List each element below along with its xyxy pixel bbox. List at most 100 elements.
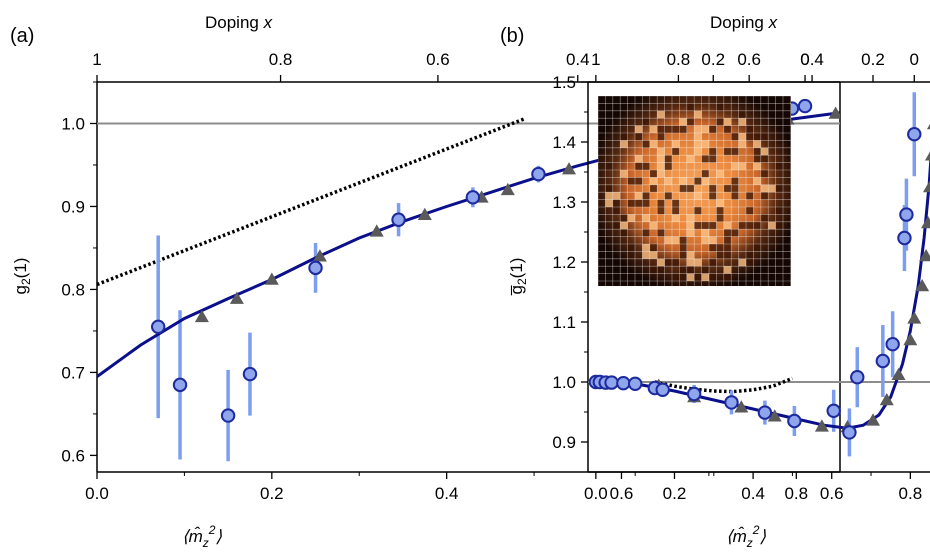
- panel-label-a: (a): [10, 25, 34, 47]
- inset-bright-cell: [672, 214, 680, 222]
- inset-dark-cell: [746, 258, 754, 267]
- panel-label-b: (b): [500, 25, 524, 47]
- y-tick-label-a: 0.7: [61, 363, 85, 382]
- inset-pattern: [598, 96, 791, 286]
- x-tick-label-b: 0.2: [663, 484, 687, 503]
- inset-dark-cell: [620, 214, 628, 222]
- inset-bright-cell: [649, 177, 658, 185]
- theory-triangle-a: [417, 207, 432, 221]
- inset-dark-cell: [627, 251, 635, 259]
- inset-dark-cell: [627, 244, 635, 252]
- x-tick-label-a: 0.0: [85, 484, 109, 503]
- inset-dark-cell: [746, 125, 754, 133]
- top-tick-label-b: 0.2: [861, 50, 885, 69]
- inset-bright-cell: [709, 236, 717, 244]
- inset-dark-cell: [701, 155, 709, 163]
- inset-bright-cell: [723, 221, 732, 230]
- x-tick-label-b: 0.8: [899, 484, 923, 503]
- inset-bright-cell: [664, 236, 672, 244]
- data-point-b: [899, 207, 914, 222]
- x-tick-label-b: 0.4: [741, 484, 765, 503]
- panel-a: (a) Doping x g2(1) ⟨m̂z2⟩ 0.0 0.2 0.4 0.6 0.…: [10, 13, 841, 550]
- inset-dark-cell: [709, 273, 717, 281]
- inset-dark-cell: [642, 162, 650, 170]
- inset-bright-cell: [672, 140, 680, 148]
- inset-dark-cell: [642, 118, 650, 126]
- inset-dark-cell: [627, 199, 635, 207]
- inset-dark-cell: [753, 221, 761, 230]
- theory-triangle-a: [828, 106, 840, 119]
- inset-dark-cell: [716, 103, 724, 111]
- x-tick-label-a: 0.4: [435, 484, 459, 503]
- inset-bright-cell: [686, 229, 695, 237]
- inset-dark-cell: [649, 244, 658, 252]
- inset-dark-cell: [731, 229, 739, 237]
- inset-dark-cell: [738, 110, 746, 119]
- data-point-b: [787, 413, 802, 429]
- inset-bright-cell: [635, 125, 643, 133]
- inset-bright-cell: [657, 162, 665, 170]
- inset-bright-cell: [649, 140, 658, 148]
- inset-bright-cell: [657, 147, 665, 156]
- inset-dark-cell: [746, 192, 754, 200]
- inset-bright-cell: [605, 199, 613, 207]
- inset-dark-cell: [686, 266, 695, 274]
- inset-bright-cell: [768, 184, 776, 193]
- inset-dark-cell: [642, 192, 650, 200]
- inset-dark-cell: [649, 266, 658, 274]
- inset-dark-cell: [672, 207, 680, 215]
- y-tick-label-b: 1.4: [552, 133, 576, 152]
- inset-dark-cell: [635, 177, 643, 185]
- inset-dark-cell: [731, 147, 739, 156]
- inset-dark-cell: [679, 184, 687, 193]
- inset-bright-cell: [753, 162, 761, 170]
- data-point-b: [885, 337, 900, 352]
- inset-dark-cell: [701, 221, 709, 230]
- inset-dark-cell: [746, 221, 754, 230]
- inset-dark-cell: [657, 229, 665, 237]
- inset-bright-cell: [701, 229, 709, 237]
- inset-bright-cell: [738, 118, 746, 126]
- inset-dark-cell: [760, 155, 769, 163]
- inset-dark-cell: [664, 155, 672, 163]
- data-point-b: [655, 382, 670, 397]
- inset-dark-cell: [760, 214, 769, 222]
- dotted-guide-b: [654, 376, 794, 394]
- data-point-b: [604, 375, 619, 390]
- inset-bright-cell: [642, 214, 650, 222]
- inset-bright-cell: [635, 192, 643, 200]
- inset-dark-cell: [709, 244, 717, 252]
- y-tick-label-b: 1.2: [552, 253, 576, 272]
- inset-dark-cell: [657, 266, 665, 274]
- inset-dark-cell: [635, 162, 643, 170]
- inset-dark-cell: [723, 273, 732, 281]
- data-point-a: [391, 212, 406, 227]
- inset-dark-cell: [731, 192, 739, 200]
- inset-dark-cell: [679, 236, 687, 244]
- inset-dark-cell: [672, 258, 680, 267]
- inset-dark-cell: [731, 133, 739, 141]
- data-point-b: [875, 353, 891, 369]
- panel-b: (b) Doping x g̅2(1) ⟨m̂z2⟩ 0.0 0.2 0.4 0.6 0…: [500, 13, 930, 550]
- top-tick-label-b: 0.6: [737, 50, 761, 69]
- theory-triangle-b: [919, 249, 930, 262]
- inset-dark-cell: [709, 125, 717, 133]
- top-tick-label-b: 0: [910, 50, 919, 69]
- inset-bright-cell: [694, 147, 702, 156]
- inset-dark-cell: [709, 147, 717, 156]
- inset-bright-cell: [701, 236, 709, 244]
- inset-dark-cell: [701, 170, 709, 178]
- inset-dark-cell: [716, 251, 724, 259]
- inset-dark-cell: [723, 184, 732, 193]
- y-tick-label-a: 1.0: [61, 114, 85, 133]
- inset-dark-cell: [694, 273, 702, 281]
- inset-dark-cell: [664, 258, 672, 267]
- inset-dark-cell: [709, 184, 717, 193]
- data-point-b: [826, 403, 841, 418]
- inset-bright-cell: [649, 125, 658, 133]
- inset-bright-cell: [620, 140, 628, 148]
- theory-triangle-b: [907, 311, 922, 324]
- theory-triangle-b: [923, 180, 930, 193]
- x-axis-label-a: ⟨m̂z2⟩: [182, 523, 222, 550]
- inset-dark-cell: [716, 207, 724, 215]
